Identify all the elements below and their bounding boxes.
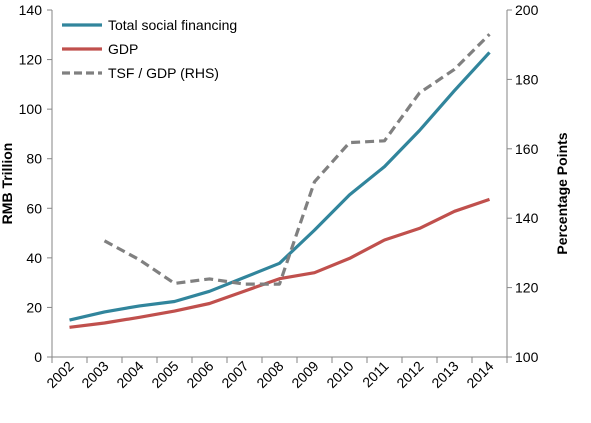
x-tick-label: 2011 <box>359 358 392 391</box>
x-tick-label: 2002 <box>43 358 76 391</box>
y2-axis-title: Percentage Points <box>554 132 570 254</box>
legend: Total social financing GDP TSF / GDP (RHS) <box>62 17 237 81</box>
y2-tick-label: 140 <box>515 210 539 226</box>
y2-tick-label: 120 <box>515 280 539 296</box>
legend-label-0: Total social financing <box>108 17 237 33</box>
x-tick-label: 2013 <box>428 358 461 391</box>
x-tick-label: 2010 <box>323 358 356 391</box>
x-tick-label: 2005 <box>148 358 181 391</box>
y-tick-label: 20 <box>26 299 42 315</box>
y-tick-label: 80 <box>26 151 42 167</box>
axes: 0 20 40 60 80 100 120 140 100 120 140 160 180 200 2002… <box>19 2 539 391</box>
y-tick-label: 100 <box>19 101 43 117</box>
x-tick-label: 2009 <box>288 358 321 391</box>
series-lines <box>69 33 491 329</box>
series-line-1 <box>69 197 491 329</box>
x-tick-label: 2004 <box>113 358 146 391</box>
x-tick-label: 2012 <box>393 358 426 391</box>
legend-label-1: GDP <box>108 41 138 57</box>
y2-tick-label: 200 <box>515 2 539 18</box>
y-axis-title: RMB Trillion <box>0 143 15 225</box>
y-tick-label: 0 <box>34 349 42 365</box>
x-tick-label: 2008 <box>253 358 286 391</box>
series-line-2 <box>103 33 491 286</box>
y-tick-label: 120 <box>19 52 43 68</box>
y2-tick-label: 180 <box>515 71 539 87</box>
x-tick-label: 2006 <box>183 358 216 391</box>
y2-tick-label: 100 <box>515 349 539 365</box>
x-tick-label: 2014 <box>463 358 496 391</box>
y-tick-label: 140 <box>19 2 43 18</box>
y2-tick-label: 160 <box>515 141 539 157</box>
legend-label-2: TSF / GDP (RHS) <box>108 65 219 81</box>
series-line-0 <box>69 51 491 322</box>
x-tick-label: 2007 <box>218 358 251 391</box>
y-tick-label: 40 <box>26 250 42 266</box>
y-tick-label: 60 <box>26 200 42 216</box>
x-tick-label: 2003 <box>78 358 111 391</box>
